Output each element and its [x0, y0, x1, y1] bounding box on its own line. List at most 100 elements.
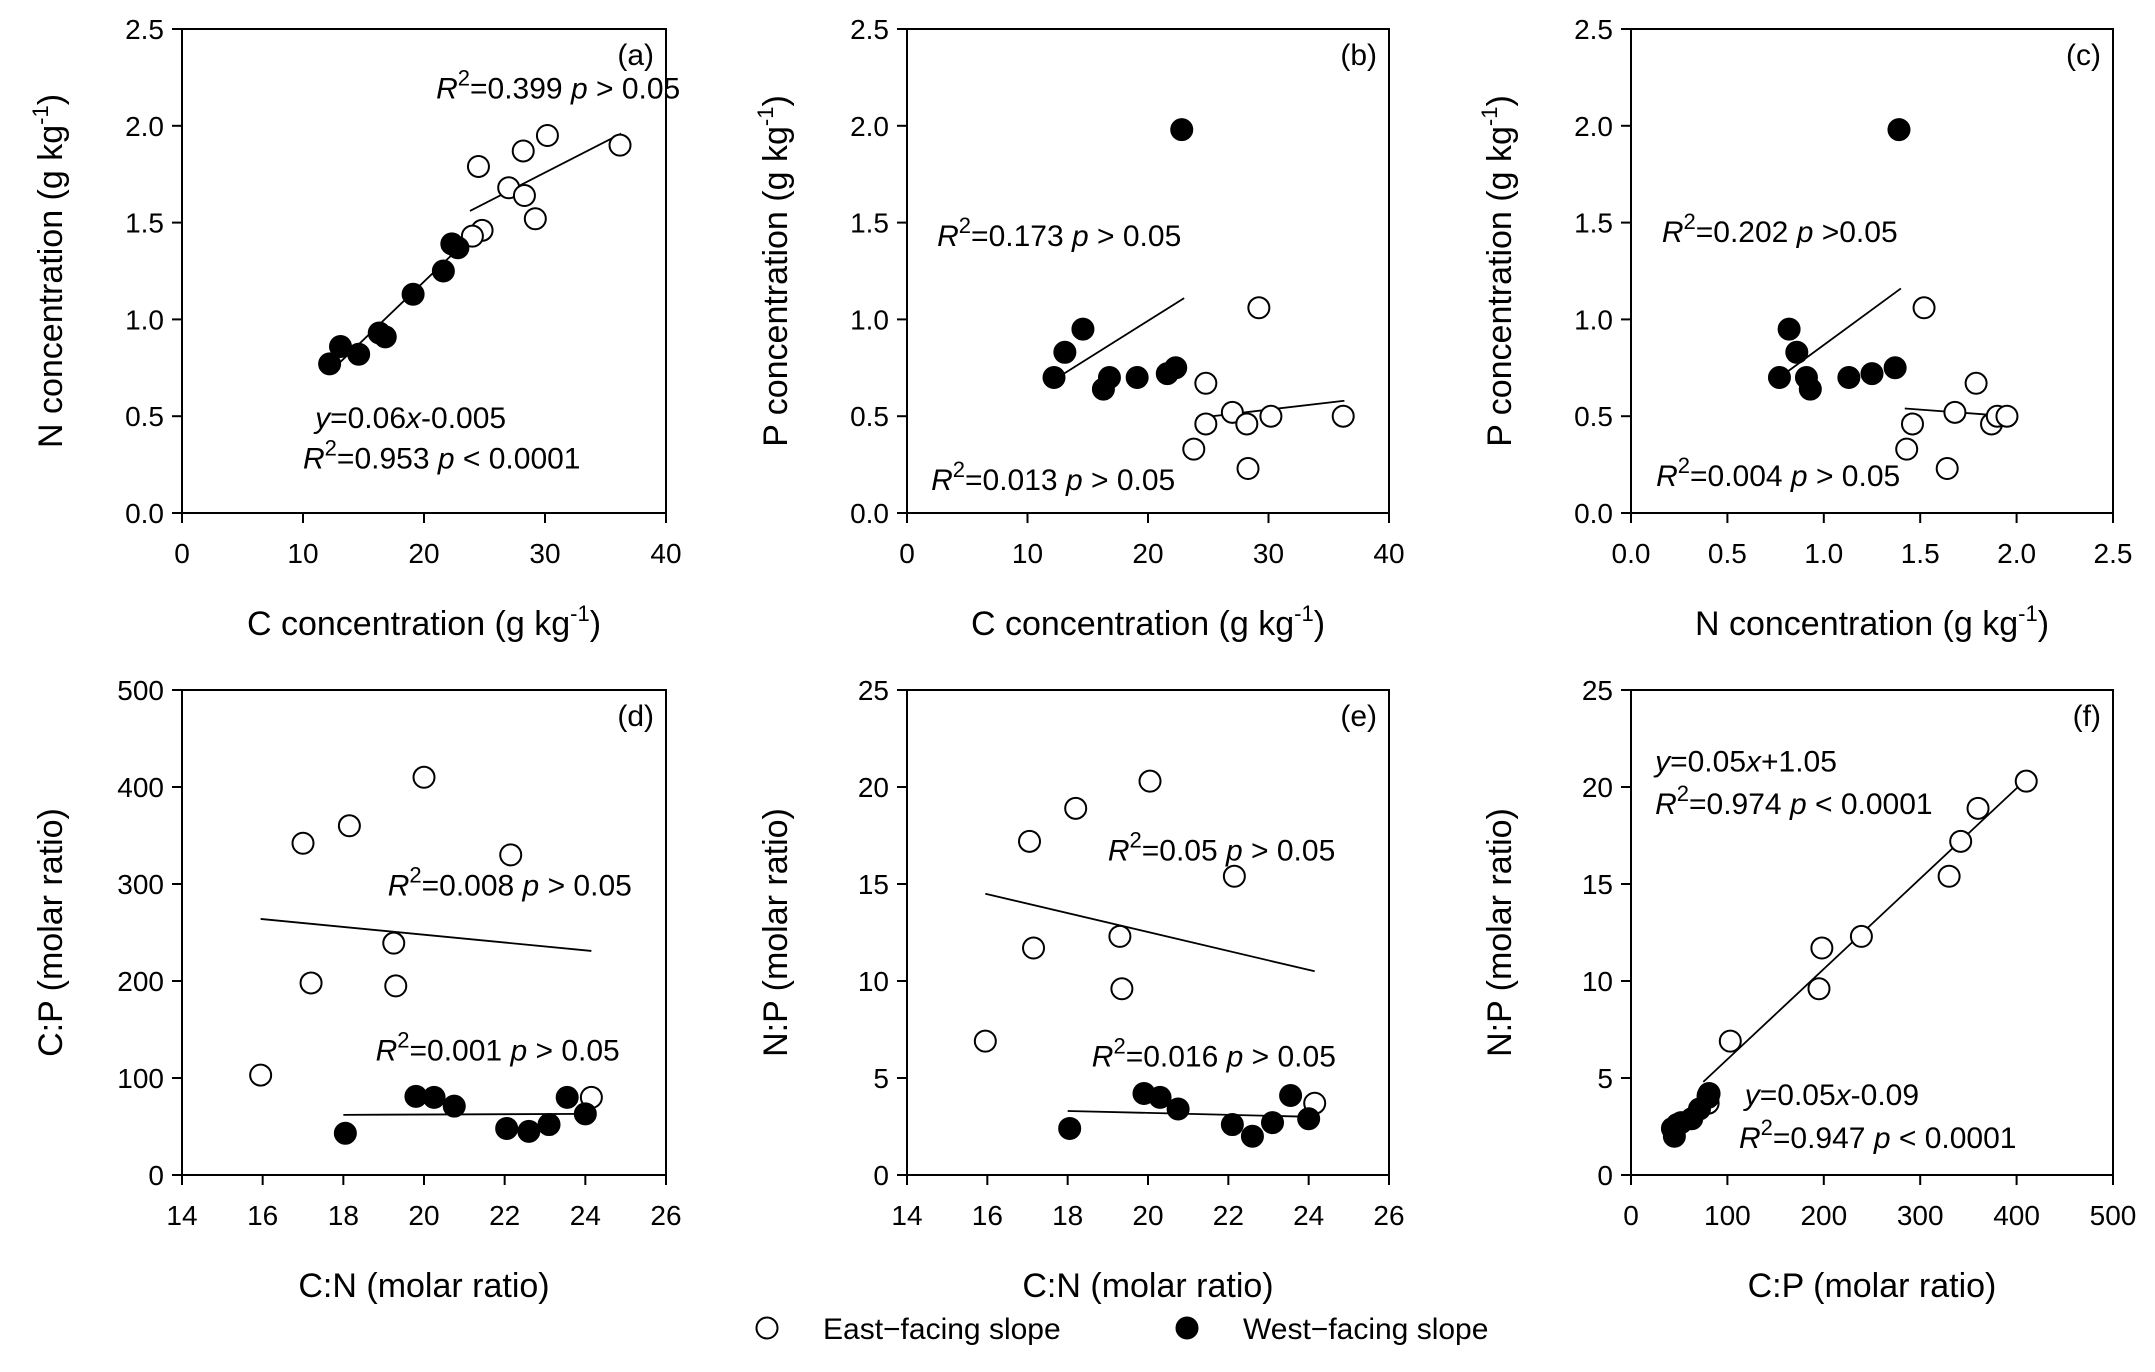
west-point-e	[1261, 1111, 1285, 1135]
east-point-e	[1110, 977, 1134, 1001]
y-tick-label-a: 0.5	[125, 401, 164, 432]
east-point-f	[1937, 864, 1961, 888]
y-tick-label-f: 5	[1597, 1063, 1613, 1094]
y-tick-label-b: 0.5	[850, 401, 889, 432]
east-point-c	[1900, 412, 1924, 436]
x-tick-label-b: 10	[1012, 538, 1043, 569]
y-tick-label-f: 0	[1597, 1160, 1613, 1191]
x-tick-label-a: 10	[287, 538, 318, 569]
x-tick-label-a: 40	[650, 538, 681, 569]
legend-west-label: West−facing slope	[1243, 1313, 1488, 1346]
y-tick-label-f: 15	[1582, 869, 1613, 900]
y-tick-label-c: 1.0	[1574, 304, 1613, 335]
east-point-d	[299, 971, 323, 995]
x-tick-label-d: 16	[247, 1200, 278, 1231]
east-point-d	[337, 814, 361, 838]
regression-line-e	[985, 892, 1315, 973]
east-point-e	[1064, 796, 1088, 820]
regression-line-b	[1051, 297, 1185, 383]
west-point-b	[1042, 365, 1066, 389]
west-point-d	[555, 1085, 579, 1109]
annotation-a: y=0.06x-0.005	[313, 402, 506, 435]
east-point-e	[1108, 924, 1132, 948]
east-point-d	[382, 931, 406, 955]
panel-f: 0 100 200 300 400 500 0 5 10 15 20 25 C:P (molar rat…	[1481, 675, 2136, 1305]
x-axis-title-e: C:N (molar ratio)	[1022, 1267, 1273, 1305]
east-point-d	[412, 765, 436, 789]
east-point-c	[1912, 296, 1936, 320]
east-point-a	[512, 183, 536, 207]
y-tick-label-c: 2.5	[1574, 14, 1613, 45]
y-axis-title-f: N:P (molar ratio)	[1481, 808, 1519, 1057]
west-point-e	[1148, 1085, 1172, 1109]
y-tick-label-a: 2.5	[125, 14, 164, 45]
west-point-d	[333, 1121, 357, 1145]
annotation-e: R2=0.016 p > 0.05	[1092, 1033, 1336, 1073]
west-point-c	[1777, 317, 1801, 341]
x-tick-label-f: 200	[1800, 1200, 1847, 1231]
east-point-b	[1235, 412, 1259, 436]
east-point-f	[1949, 829, 1973, 853]
west-point-c	[1883, 356, 1907, 380]
y-tick-label-d: 300	[117, 869, 164, 900]
y-tick-label-d: 200	[117, 966, 164, 997]
y-tick-label-b: 0.0	[850, 498, 889, 529]
panel-label-d: (d)	[617, 700, 654, 733]
x-tick-label-c: 1.0	[1804, 538, 1843, 569]
east-point-a	[466, 154, 490, 178]
east-point-b	[1194, 412, 1218, 436]
x-tick-label-f: 100	[1704, 1200, 1751, 1231]
x-tick-label-c: 2.0	[1997, 538, 2036, 569]
east-point-b	[1182, 437, 1206, 461]
annotation-f: y=0.05x-0.09	[1743, 1079, 1919, 1112]
annotation-f: y=0.05x+1.05	[1653, 745, 1837, 778]
x-axis-title-d: C:N (molar ratio)	[298, 1267, 549, 1305]
x-tick-label-d: 18	[328, 1200, 359, 1231]
y-axis-title-b: P concentration (g kg-1)	[753, 95, 795, 447]
y-tick-label-d: 400	[117, 772, 164, 803]
west-point-b	[1125, 365, 1149, 389]
y-tick-label-c: 1.5	[1574, 208, 1613, 239]
west-point-a	[446, 236, 470, 260]
y-tick-label-d: 500	[117, 675, 164, 706]
annotation-b: R2=0.173 p > 0.05	[937, 213, 1181, 253]
x-tick-label-d: 26	[650, 1200, 681, 1231]
y-tick-label-c: 0.0	[1574, 498, 1613, 529]
east-point-b	[1236, 456, 1260, 480]
annotation-f: R2=0.947 p < 0.0001	[1739, 1115, 2017, 1155]
x-tick-label-b: 40	[1373, 538, 1404, 569]
x-tick-label-d: 20	[408, 1200, 439, 1231]
y-tick-label-e: 0	[873, 1160, 889, 1191]
west-point-c	[1887, 118, 1911, 142]
x-tick-label-a: 30	[529, 538, 560, 569]
west-point-e	[1297, 1107, 1321, 1131]
x-tick-label-b: 0	[899, 538, 915, 569]
east-point-a	[523, 207, 547, 231]
annotation-c: R2=0.004 p > 0.05	[1656, 453, 1900, 493]
west-point-a	[373, 325, 397, 349]
west-point-e	[1240, 1124, 1264, 1148]
west-point-d	[495, 1116, 519, 1140]
x-tick-label-e: 16	[972, 1200, 1003, 1231]
west-point-b	[1164, 356, 1188, 380]
x-tick-label-a: 20	[408, 538, 439, 569]
west-point-b	[1170, 118, 1194, 142]
x-tick-label-c: 0.5	[1708, 538, 1747, 569]
panel-label-c: (c)	[2066, 39, 2101, 72]
y-tick-label-a: 1.5	[125, 208, 164, 239]
y-tick-label-b: 2.5	[850, 14, 889, 45]
panel-b: 0 10 20 30 40 0.0 0.5 1.0 1.5 2.0 2.5 C concentrati…	[753, 14, 1405, 643]
regression-line-d	[260, 918, 592, 952]
y-tick-label-f: 20	[1582, 772, 1613, 803]
y-tick-label-b: 1.0	[850, 304, 889, 335]
east-point-e	[1022, 936, 1046, 960]
x-axis-title-a: C concentration (g kg-1)	[247, 601, 601, 643]
x-tick-label-d: 14	[166, 1200, 197, 1231]
west-point-e	[1058, 1116, 1082, 1140]
west-point-c	[1837, 365, 1861, 389]
annotation-d: R2=0.008 p > 0.05	[388, 863, 632, 903]
x-tick-label-f: 400	[1993, 1200, 2040, 1231]
west-point-b	[1071, 317, 1095, 341]
x-tick-label-f: 300	[1897, 1200, 1944, 1231]
